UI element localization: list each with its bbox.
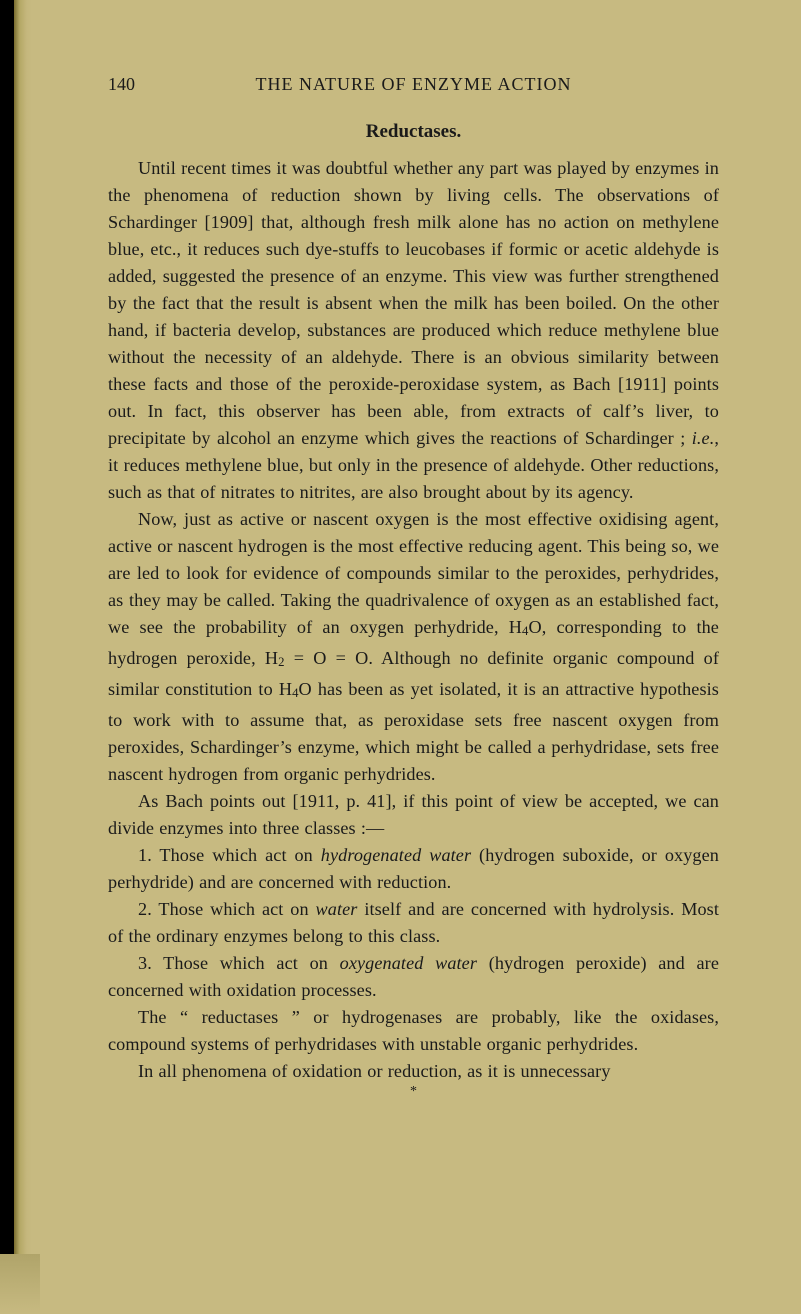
- paragraph-8: In all phenomena of oxidation or reducti…: [108, 1058, 719, 1085]
- p1-ie: i.e.: [692, 428, 715, 448]
- binding-gutter-bottom-fade: [0, 1254, 40, 1314]
- p6-it: oxygenated water: [340, 953, 477, 973]
- paragraph-4: 1. Those which act on hydrogenated water…: [108, 842, 719, 896]
- paragraph-5: 2. Those which act on water itself and a…: [108, 896, 719, 950]
- p4-it: hydrogenated water: [321, 845, 471, 865]
- paragraph-2: Now, just as active or nascent oxygen is…: [108, 506, 719, 788]
- p6-a: 3. Those which act on: [138, 953, 340, 973]
- p4-a: 1. Those which act on: [138, 845, 321, 865]
- running-title: THE NATURE OF ENZYME ACTION: [148, 74, 679, 95]
- running-head: 140 THE NATURE OF ENZYME ACTION: [108, 74, 719, 95]
- paragraph-7: The “ reductases ” or hydrogenases are p…: [108, 1004, 719, 1058]
- p5-it: water: [316, 899, 358, 919]
- paragraph-1: Until recent times it was doubtful wheth…: [108, 155, 719, 506]
- paragraph-6: 3. Those which act on oxygenated water (…: [108, 950, 719, 1004]
- page-container: 140 THE NATURE OF ENZYME ACTION Reductas…: [0, 0, 801, 1099]
- paragraph-3: As Bach points out [1911, p. 41], if thi…: [108, 788, 719, 842]
- p5-a: 2. Those which act on: [138, 899, 316, 919]
- p1-text-a: Until recent times it was doubtful wheth…: [108, 158, 719, 448]
- footer-mark: *: [108, 1085, 719, 1099]
- section-heading: Reductases.: [108, 121, 719, 143]
- page-number: 140: [108, 74, 148, 95]
